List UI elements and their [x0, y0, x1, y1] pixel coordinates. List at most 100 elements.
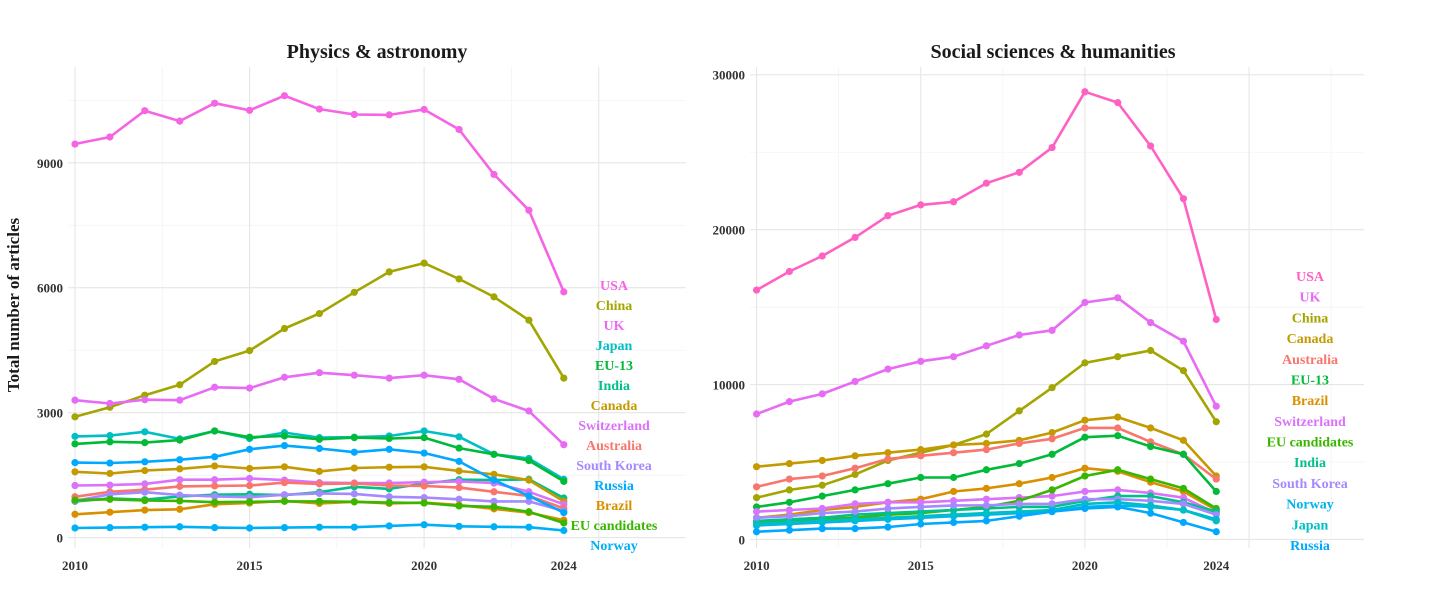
data-point [1081, 359, 1089, 367]
data-point [211, 476, 219, 484]
data-point [1015, 407, 1023, 415]
data-point [315, 444, 323, 453]
data-point [949, 353, 958, 361]
data-point [106, 469, 114, 478]
x-tick-label: 2015 [237, 558, 264, 573]
data-point [525, 497, 533, 505]
data-point [1114, 99, 1122, 107]
data-point [176, 491, 184, 499]
data-point [525, 492, 533, 500]
series-eu-13 [752, 432, 1220, 511]
data-point [1015, 500, 1023, 508]
data-point [490, 503, 498, 511]
data-point [917, 446, 925, 454]
series-label: UK [1300, 291, 1321, 306]
data-point [851, 377, 859, 386]
data-point [385, 522, 393, 530]
data-point [455, 433, 463, 441]
data-point [280, 523, 289, 532]
series-usa [752, 88, 1220, 324]
y-tick-label: 9000 [37, 156, 63, 171]
data-point [1179, 195, 1188, 203]
data-point [560, 288, 568, 296]
data-point [1212, 517, 1220, 525]
data-point [106, 495, 114, 503]
data-point [1114, 503, 1122, 511]
data-point [280, 497, 289, 505]
data-point [1114, 294, 1122, 302]
data-point [1179, 500, 1188, 508]
data-point [884, 212, 892, 220]
data-point [455, 275, 463, 283]
data-point [525, 476, 533, 484]
series-label: Canada [1287, 332, 1334, 347]
data-point [1048, 428, 1056, 437]
data-point [245, 464, 254, 473]
data-point [385, 499, 393, 507]
data-point [917, 201, 925, 209]
data-point [71, 440, 79, 448]
data-point [1114, 424, 1122, 432]
data-point [851, 515, 859, 523]
data-point [949, 518, 958, 527]
data-point [1048, 473, 1056, 482]
data-point [1114, 486, 1122, 494]
data-point [455, 502, 463, 510]
y-tick-label: 30000 [713, 68, 746, 83]
series-layer [71, 92, 568, 535]
series-label: Norway [590, 539, 637, 554]
data-point [280, 432, 289, 440]
data-point [490, 523, 498, 531]
data-point [560, 509, 568, 517]
data-point [818, 252, 826, 260]
data-point [982, 495, 991, 503]
data-point [176, 436, 184, 444]
data-point [141, 396, 149, 404]
data-point [1114, 353, 1122, 361]
data-point [490, 395, 498, 403]
x-tick-label: 2024 [1203, 558, 1230, 573]
data-point [1048, 450, 1056, 458]
data-point [884, 480, 892, 488]
series-label: South Korea [576, 459, 652, 474]
series-line [73, 371, 566, 447]
data-point [141, 488, 149, 496]
panel-title: Physics & astronomy [287, 41, 468, 63]
data-point [350, 479, 358, 488]
series-label: Switzerland [578, 419, 650, 434]
data-point [71, 468, 79, 476]
data-point [106, 438, 114, 446]
data-point [752, 514, 761, 522]
series-label: Russia [1290, 539, 1330, 554]
data-point [752, 494, 761, 502]
data-point [385, 463, 393, 471]
series-label: USA [1296, 270, 1325, 285]
data-point [1081, 88, 1089, 96]
data-point [785, 506, 794, 514]
series-label: China [596, 299, 633, 314]
data-point [1212, 418, 1220, 426]
data-point [245, 481, 254, 490]
data-point [851, 470, 859, 479]
data-point [455, 484, 463, 492]
data-point [949, 473, 958, 482]
data-point [176, 456, 184, 464]
data-point [785, 526, 794, 534]
x-tick-label: 2010 [62, 558, 88, 573]
data-point [982, 430, 991, 438]
data-point [106, 459, 114, 467]
data-point [141, 523, 149, 531]
data-point [752, 507, 761, 516]
data-point [71, 432, 79, 440]
data-point [1212, 487, 1220, 496]
data-point [1081, 424, 1089, 432]
data-point [1146, 475, 1155, 483]
series-line [73, 94, 566, 294]
data-point [490, 470, 498, 478]
data-point [818, 509, 826, 517]
data-point [917, 520, 925, 528]
data-point [385, 111, 393, 119]
grid [750, 67, 1364, 548]
data-point [818, 390, 826, 398]
